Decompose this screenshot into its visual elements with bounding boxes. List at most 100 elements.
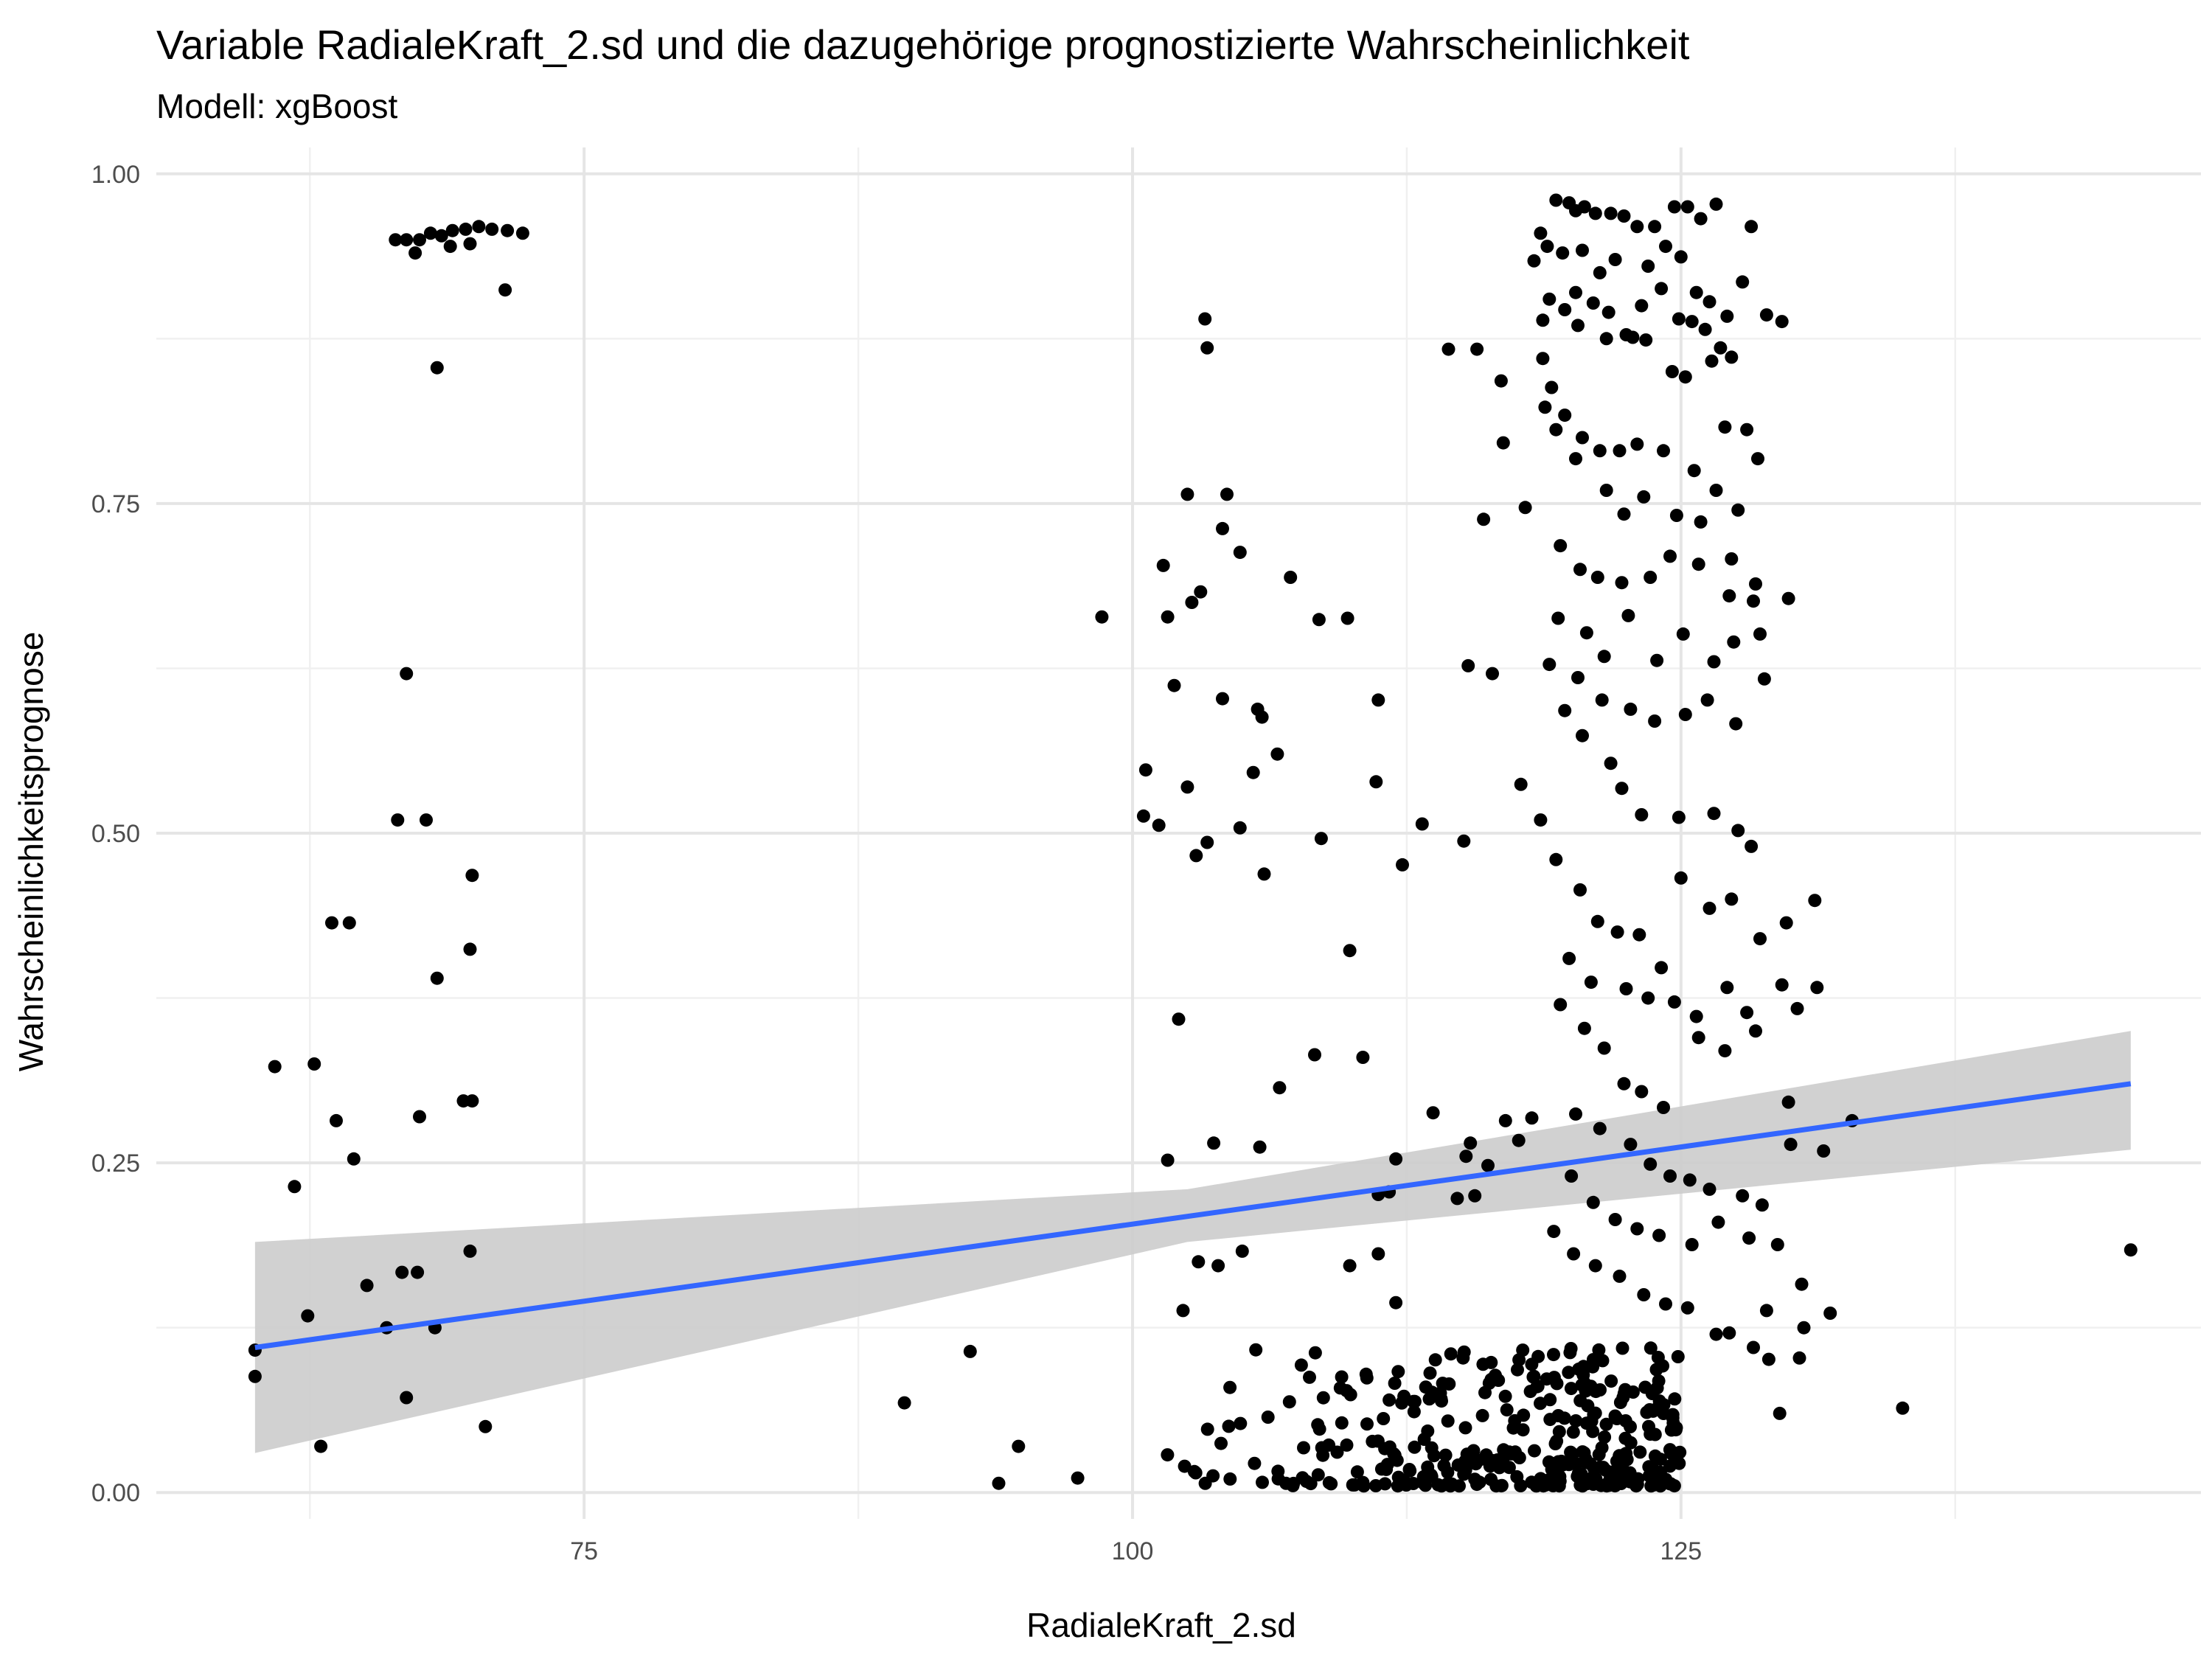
data-point (1747, 1340, 1760, 1354)
data-point (360, 1279, 374, 1293)
data-point (1554, 539, 1568, 553)
data-point (1666, 1408, 1680, 1422)
data-point (1198, 312, 1212, 326)
data-point (1547, 1371, 1561, 1385)
data-point (1593, 1460, 1607, 1474)
data-point (1489, 1368, 1502, 1382)
data-point (479, 1419, 493, 1433)
data-point (1211, 1259, 1225, 1273)
data-point (1616, 1455, 1630, 1470)
data-point (1459, 1150, 1473, 1164)
data-point (1138, 763, 1152, 777)
data-point (1562, 1366, 1576, 1380)
data-point (1359, 1367, 1373, 1381)
data-point (1751, 452, 1764, 466)
data-point (1718, 420, 1732, 434)
data-point (1531, 1349, 1545, 1363)
data-point (1604, 1374, 1618, 1388)
data-point (1223, 1380, 1237, 1394)
data-point (395, 1265, 409, 1279)
data-point (1624, 702, 1638, 716)
data-point (1792, 1351, 1806, 1365)
data-point (1382, 1393, 1397, 1407)
data-point (1312, 613, 1326, 627)
data-point (1176, 1304, 1190, 1318)
data-point (1650, 1381, 1664, 1395)
data-point (1543, 658, 1557, 672)
data-point (445, 223, 459, 237)
data-point (1431, 1478, 1445, 1492)
data-point (1727, 635, 1741, 649)
data-point (1216, 692, 1229, 706)
data-point (1722, 1326, 1736, 1340)
x-axis-title: RadialeKraft_2.sd (1026, 1606, 1296, 1644)
data-point (1470, 342, 1484, 356)
grid (156, 147, 2201, 1519)
data-point (1703, 295, 1717, 309)
data-point (1550, 1434, 1564, 1448)
data-point (1655, 282, 1669, 296)
data-point (1458, 1421, 1472, 1435)
data-point (1498, 1113, 1512, 1127)
data-point (1517, 1408, 1531, 1422)
data-point (423, 226, 437, 240)
data-point (1554, 1454, 1568, 1468)
data-point (1615, 782, 1629, 796)
data-point (1523, 1385, 1537, 1399)
data-point (1573, 883, 1587, 897)
data-point (1516, 1343, 1530, 1357)
data-point (1755, 1198, 1769, 1212)
data-point (1457, 834, 1471, 848)
data-point (1745, 220, 1759, 234)
data-point (1371, 1247, 1385, 1261)
data-point (1725, 552, 1739, 566)
data-point (1256, 1475, 1269, 1489)
data-point (1315, 1441, 1329, 1455)
data-point (1740, 422, 1754, 437)
data-point (301, 1309, 315, 1323)
data-point (1481, 1158, 1495, 1172)
data-point (1652, 1228, 1666, 1242)
data-point (1630, 437, 1644, 451)
data-point (1569, 1414, 1583, 1427)
data-point (248, 1369, 262, 1383)
data-point (1613, 444, 1627, 458)
data-point (1536, 352, 1550, 366)
data-point (1484, 1472, 1498, 1486)
data-point (1667, 995, 1681, 1009)
data-point (1156, 558, 1170, 572)
data-point (1549, 193, 1563, 207)
data-point (314, 1439, 328, 1453)
data-point (1434, 1392, 1448, 1406)
data-point (1781, 1095, 1795, 1109)
data-point (1502, 1445, 1516, 1459)
data-point (1528, 1444, 1541, 1458)
data-point (1547, 1225, 1561, 1239)
data-point (1709, 197, 1723, 211)
data-point (1246, 765, 1260, 779)
data-point (1312, 1422, 1326, 1436)
data-point (1601, 1478, 1615, 1492)
data-point (1649, 1363, 1663, 1377)
data-point (1617, 209, 1631, 223)
data-point (1588, 206, 1602, 220)
data-point (1558, 703, 1572, 717)
x-tick-label: 75 (570, 1537, 598, 1565)
y-axis-title: Wahrscheinlichkeitsprognose (12, 632, 50, 1072)
data-point (1642, 1460, 1656, 1474)
data-point (1567, 1247, 1581, 1261)
data-point (1391, 1365, 1405, 1379)
data-point (1749, 577, 1762, 591)
data-point (1614, 1477, 1628, 1490)
data-point (1691, 1031, 1705, 1045)
data-point (1617, 1077, 1631, 1091)
data-point (430, 971, 444, 985)
data-point (1718, 1044, 1732, 1058)
data-point (1731, 824, 1745, 838)
data-point (1270, 747, 1284, 761)
data-point (992, 1476, 1006, 1490)
data-point (1500, 1403, 1514, 1417)
data-point (1468, 1189, 1482, 1203)
data-point (1659, 1472, 1673, 1486)
data-point (1566, 1447, 1579, 1461)
